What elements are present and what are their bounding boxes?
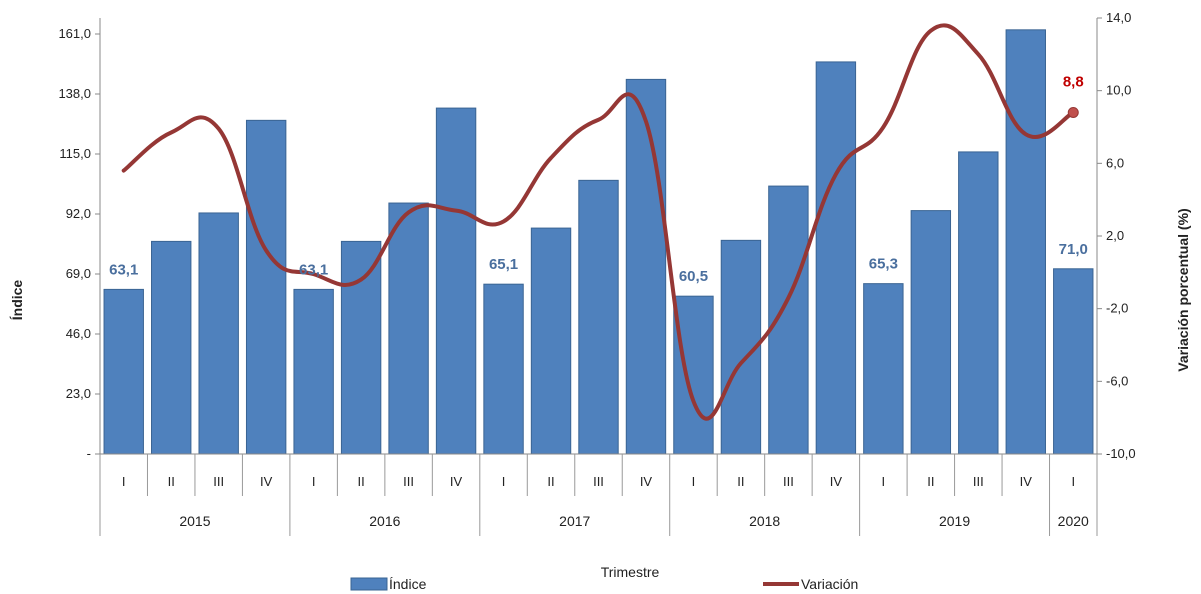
year-label: 2015 xyxy=(179,513,210,529)
y-tick-label: 69,0 xyxy=(66,266,91,281)
category-label: I xyxy=(122,474,126,489)
category-label: III xyxy=(973,474,984,489)
year-label: 2019 xyxy=(939,513,970,529)
category-label: I xyxy=(502,474,506,489)
category-label: IV xyxy=(450,474,463,489)
bar-data-label: 65,3 xyxy=(869,256,898,273)
year-label: 2016 xyxy=(369,513,400,529)
bar-9 xyxy=(483,283,524,455)
bar-data-label: 60,5 xyxy=(679,268,708,285)
legend-label-bar: Índice xyxy=(389,576,427,592)
y2-tick-label: -10,0 xyxy=(1106,446,1136,461)
bar-2 xyxy=(151,240,192,455)
y-tick-label: 46,0 xyxy=(66,326,91,341)
bar-data-label: 65,1 xyxy=(489,256,518,273)
category-label: II xyxy=(168,474,175,489)
bar-17 xyxy=(863,283,904,455)
category-label: I xyxy=(1071,474,1075,489)
bars-layer xyxy=(103,29,1094,455)
x-axis-title: Trimestre xyxy=(601,564,660,580)
category-label: I xyxy=(692,474,696,489)
bar-5 xyxy=(293,288,334,455)
category-label: I xyxy=(312,474,316,489)
legend-swatch-bar xyxy=(350,577,388,591)
y-tick-label: - xyxy=(87,446,91,461)
labels-layer: 63,1 63,1 65,1 60,5 65,3 71,0 8,8 xyxy=(109,73,1088,285)
y-tick-label: 92,0 xyxy=(66,206,91,221)
y2-tick-label: 2,0 xyxy=(1106,228,1124,243)
year-label: 2017 xyxy=(559,513,590,529)
category-label: III xyxy=(783,474,794,489)
axes-layer: - 23,0 46,0 69,0 92,0 115,0 138,0 161,0 -10,0 -6,… xyxy=(58,10,1136,536)
bar-7 xyxy=(388,202,429,455)
bar-data-label: 63,1 xyxy=(299,261,328,278)
category-label: II xyxy=(737,474,744,489)
y-tick-label: 138,0 xyxy=(58,86,91,101)
category-label: II xyxy=(927,474,934,489)
bar-16 xyxy=(815,61,857,455)
y2-axis-title: Variación porcentual (%) xyxy=(1175,208,1191,371)
variacion-line xyxy=(121,23,1076,421)
category-label: II xyxy=(547,474,554,489)
y-axis-title: Índice xyxy=(9,280,25,321)
bar-20 xyxy=(1005,29,1046,455)
y-tick-label: 161,0 xyxy=(58,26,91,41)
bar-8 xyxy=(435,107,477,455)
bar-11 xyxy=(578,179,619,455)
year-label: 2018 xyxy=(749,513,780,529)
bar-19 xyxy=(958,151,999,455)
bar-13 xyxy=(673,295,714,455)
bar-6 xyxy=(340,240,382,455)
y-tick-label: 115,0 xyxy=(59,146,91,161)
legend-label-line: Variación xyxy=(801,576,858,592)
category-label: IV xyxy=(1020,474,1033,489)
category-label: I xyxy=(882,474,886,489)
y2-tick-label: -6,0 xyxy=(1106,373,1128,388)
y2-tick-label: -2,0 xyxy=(1106,301,1128,316)
bar-3 xyxy=(198,212,239,455)
category-label: IV xyxy=(260,474,273,489)
line-layer xyxy=(121,23,1079,421)
bar-1 xyxy=(103,288,144,455)
category-label: IV xyxy=(640,474,653,489)
year-label: 2020 xyxy=(1058,513,1089,529)
bar-21 xyxy=(1053,268,1094,455)
bar-data-label: 63,1 xyxy=(109,261,138,278)
bar-4 xyxy=(245,119,287,455)
variacion-last-marker xyxy=(1067,106,1079,118)
category-label: II xyxy=(358,474,365,489)
legend: Índice Variación xyxy=(350,576,858,592)
category-label: IV xyxy=(830,474,843,489)
category-label: III xyxy=(593,474,604,489)
y-tick-label: 23,0 xyxy=(66,386,91,401)
bar-data-label: 71,0 xyxy=(1059,241,1088,258)
y2-tick-label: 6,0 xyxy=(1106,155,1124,170)
bar-10 xyxy=(530,227,572,455)
y2-tick-label: 14,0 xyxy=(1106,10,1131,25)
bar-12 xyxy=(625,78,667,455)
line-data-label: 8,8 xyxy=(1063,73,1084,90)
y2-tick-label: 10,0 xyxy=(1106,83,1131,98)
category-label: III xyxy=(403,474,414,489)
category-label: III xyxy=(213,474,224,489)
bar-18 xyxy=(910,210,952,455)
